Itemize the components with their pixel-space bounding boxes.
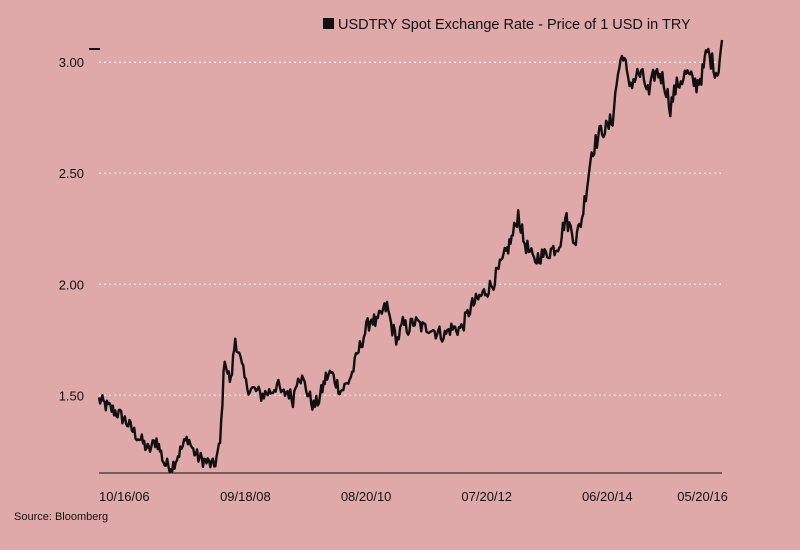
y-tick-label: 1.50	[59, 388, 84, 403]
x-tick-label: 09/18/08	[220, 489, 271, 504]
legend: USDTRY Spot Exchange Rate - Price of 1 U…	[323, 17, 691, 33]
source-note: Source: Bloomberg	[14, 511, 109, 523]
y-axis-top-tick-mark	[89, 48, 100, 50]
legend-label: USDTRY Spot Exchange Rate - Price of 1 U…	[338, 17, 691, 33]
x-tick-label: 10/16/06	[99, 489, 150, 504]
y-axis-tick-labels: 1.50 2.00 2.50 3.00	[59, 55, 84, 403]
series-line-usdtry	[97, 39, 724, 474]
x-tick-label: 08/20/10	[341, 489, 392, 504]
x-tick-label: 05/20/16	[677, 489, 728, 504]
legend-swatch	[323, 18, 334, 29]
gridlines	[99, 61, 722, 396]
y-tick-label: 3.00	[59, 55, 84, 70]
x-axis-tick-labels: 10/16/06 09/18/08 08/20/10 07/20/12 06/20/14…	[99, 489, 728, 504]
y-tick-label: 2.50	[59, 166, 84, 181]
x-tick-label: 06/20/14	[582, 489, 633, 504]
x-tick-label: 07/20/12	[461, 489, 512, 504]
y-tick-label: 2.00	[59, 277, 84, 292]
